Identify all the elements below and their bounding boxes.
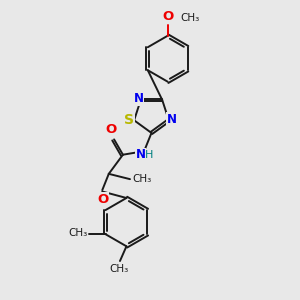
- Text: CH₃: CH₃: [69, 228, 88, 238]
- Text: H: H: [145, 150, 154, 160]
- Text: N: N: [134, 92, 144, 105]
- Text: O: O: [106, 124, 117, 136]
- Text: O: O: [97, 193, 109, 206]
- Text: S: S: [124, 113, 134, 127]
- Text: N: N: [167, 112, 177, 126]
- Text: CH₃: CH₃: [132, 174, 151, 184]
- Text: CH₃: CH₃: [180, 13, 199, 22]
- Text: N: N: [136, 148, 146, 161]
- Text: CH₃: CH₃: [109, 264, 128, 274]
- Text: O: O: [162, 10, 173, 22]
